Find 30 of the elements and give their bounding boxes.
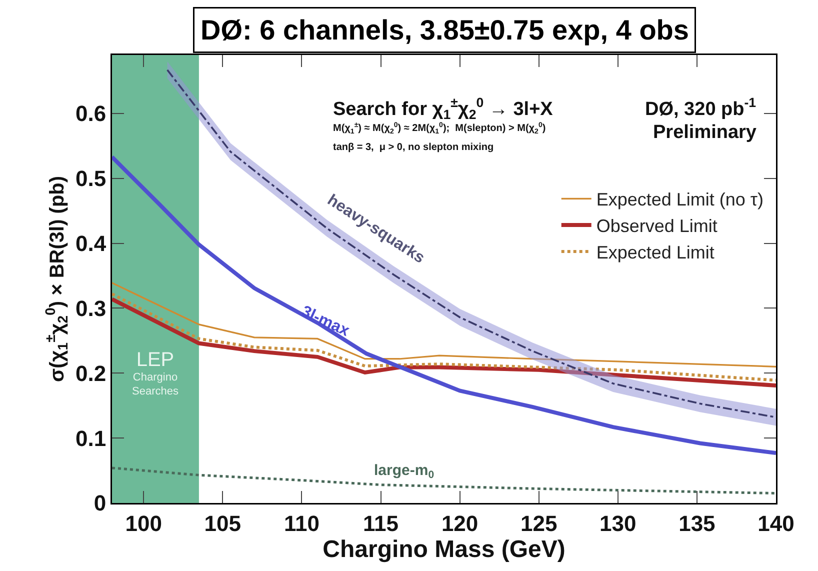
band-label: LEP Chargino Searches [132, 349, 179, 398]
y-tick-label: 0.3 [76, 296, 106, 321]
annotation: tanβ = 3, μ > 0, no slepton mixing [333, 142, 494, 153]
legend-label: Observed Limit [596, 216, 718, 236]
annotation: large-m$_{0}$ [374, 462, 434, 482]
x-axis-title: Chargino Mass (GeV) [322, 536, 566, 563]
line-series [112, 154, 776, 456]
x-tick-label: 130 [600, 510, 636, 536]
annotation: Preliminary [653, 122, 757, 143]
line-series [112, 282, 776, 368]
y-tick-label: 0.1 [76, 426, 106, 451]
x-tick-label: 115 [363, 510, 399, 536]
legend-label: Expected Limit [596, 242, 714, 262]
x-tick-label: 105 [204, 510, 242, 536]
x-tick-label: 120 [441, 510, 478, 536]
annotation: Search for χ$_{1}$$^{±}$χ$_{2}$$^{0}$ → 3l+X [333, 95, 554, 122]
x-tick-label: 140 [758, 510, 794, 536]
x-tick-label: 135 [678, 510, 716, 536]
legend-label: Expected Limit (no τ) [596, 190, 764, 210]
x-tick-label: 125 [520, 510, 558, 536]
annotation: DØ, 320 pb$^{-1}$ [645, 95, 757, 120]
y-tick-label: 0.5 [76, 166, 106, 192]
text: M(χ$_{1}$$^{±}$) ≈ M(χ$_{2}$$^{0}$) ≈ 2M(χ$_{1}$$^{0}$); M(slepton) > M(χ$_{2}$$^{0}$) [333, 122, 546, 136]
x-tick-label: 100 [125, 510, 162, 536]
y-tick-label: 0 [94, 490, 106, 516]
y-tick-label: 0.6 [76, 101, 106, 126]
chart-title: DØ: 6 channels, 3.85±0.75 exp, 4 obs [200, 14, 689, 46]
y-tick-label: 0.4 [76, 230, 107, 256]
x-tick-label: 110 [284, 510, 320, 536]
y-tick-label: 0.2 [76, 360, 106, 386]
